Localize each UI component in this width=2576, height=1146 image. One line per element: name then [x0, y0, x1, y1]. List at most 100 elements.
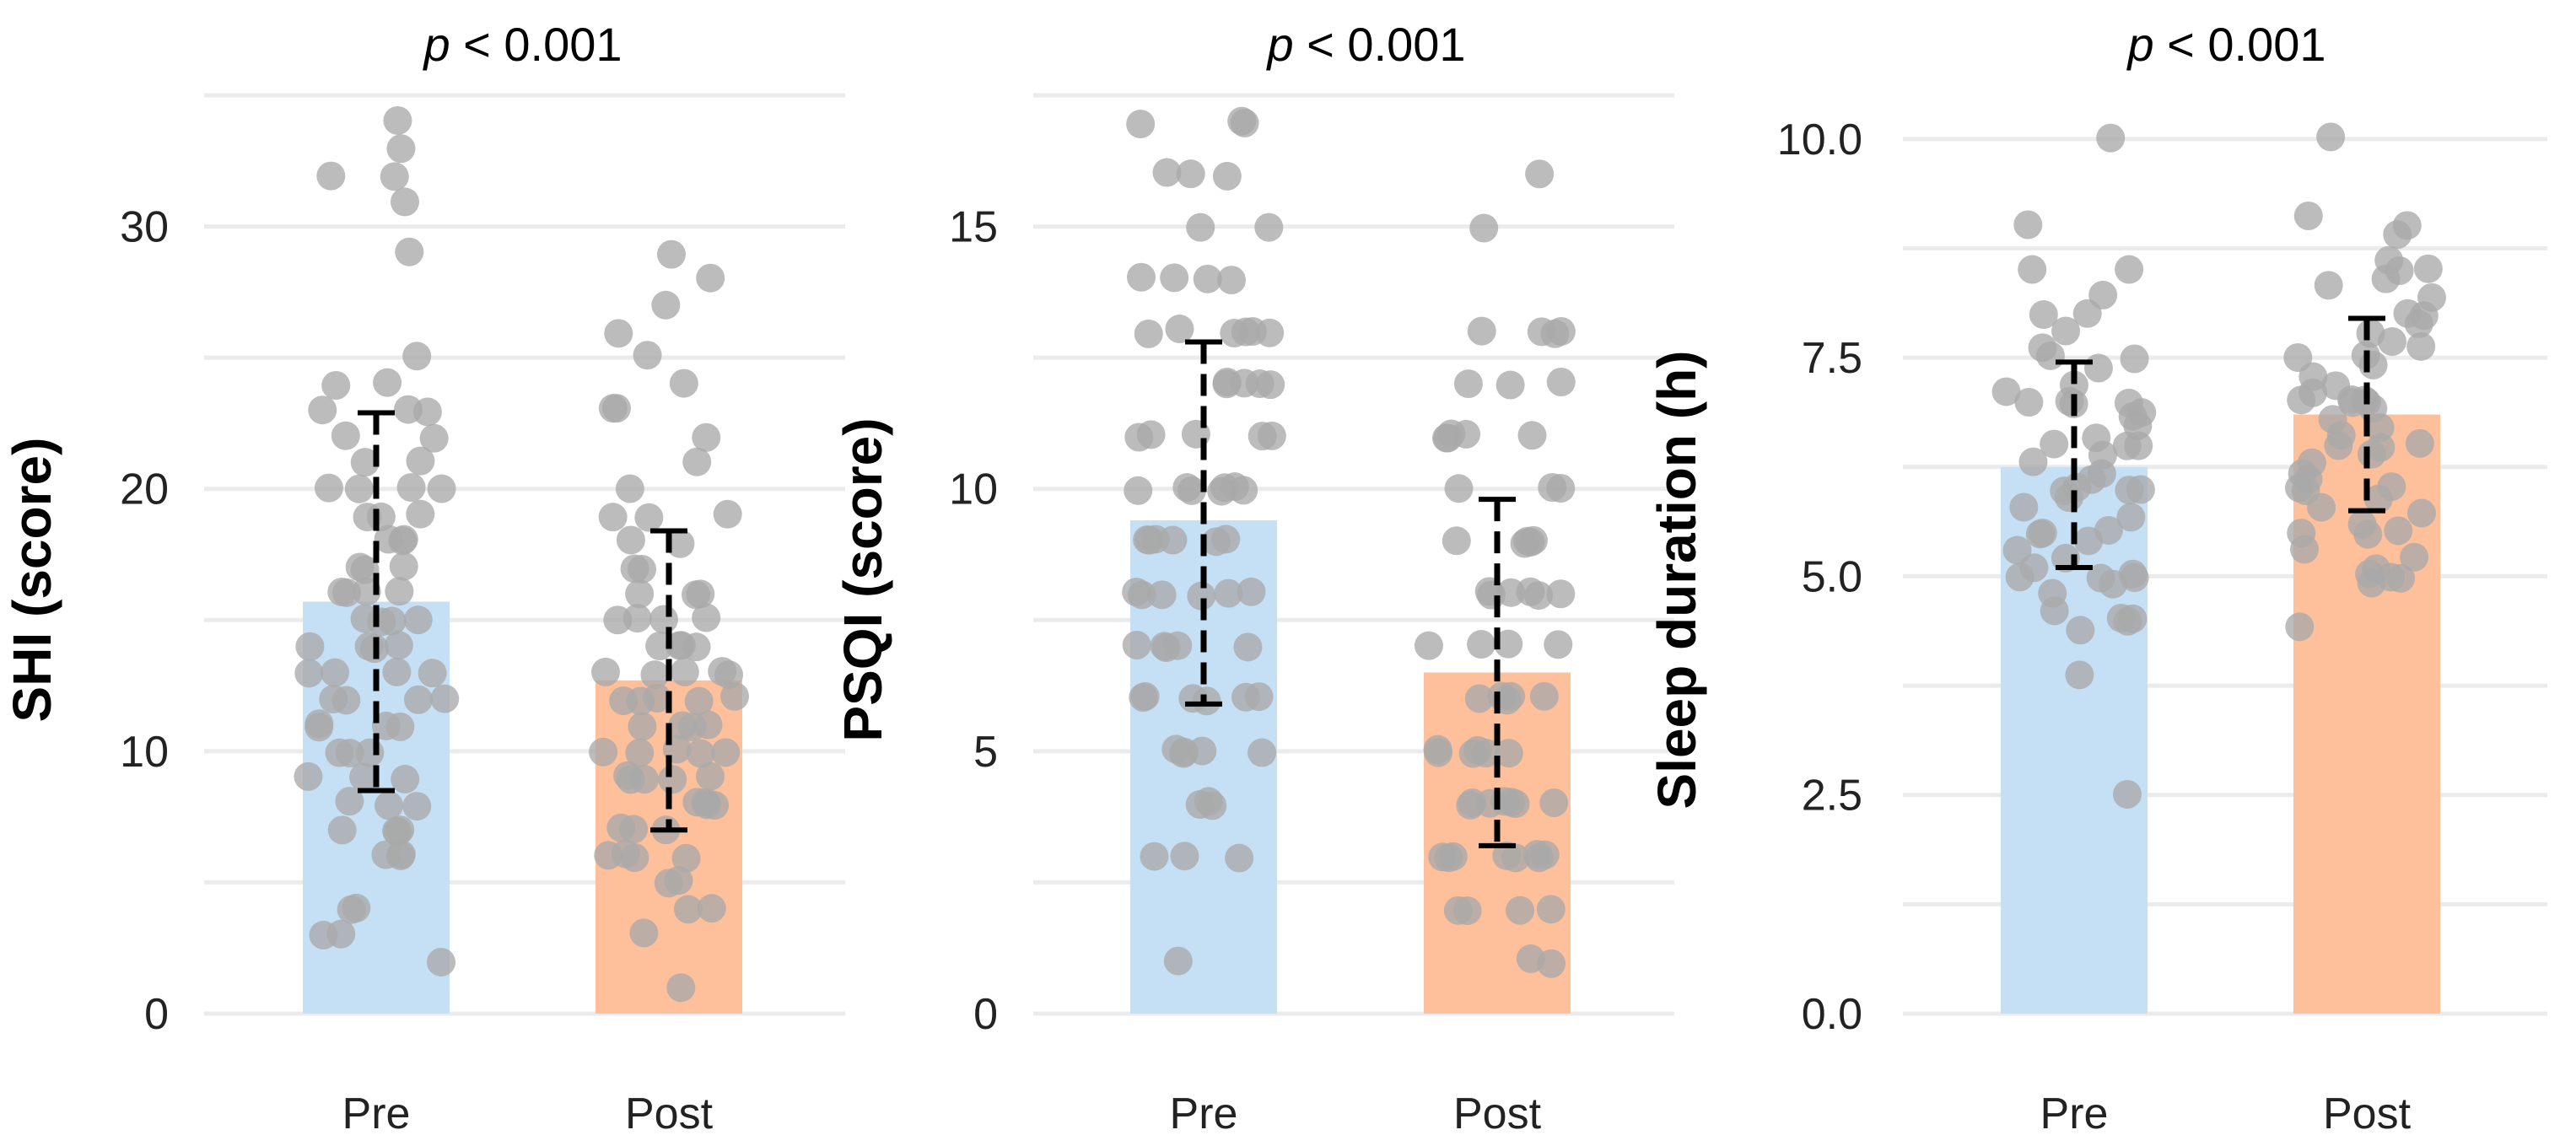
- x-tick-label: Post: [2323, 1090, 2412, 1138]
- data-point: [1158, 525, 1188, 555]
- data-point: [295, 632, 325, 661]
- data-point: [1210, 473, 1239, 503]
- data-point: [2406, 498, 2436, 528]
- data-point: [1522, 840, 1552, 869]
- data-point: [634, 503, 664, 532]
- data-point: [603, 605, 633, 635]
- data-point: [589, 737, 618, 767]
- x-tick-label: Pre: [2040, 1090, 2109, 1138]
- data-point: [682, 447, 712, 476]
- data-point: [713, 499, 742, 529]
- data-point: [375, 791, 404, 820]
- data-point: [1220, 319, 1249, 348]
- data-point: [2383, 220, 2412, 250]
- data-point: [1453, 369, 1483, 399]
- data-point: [377, 606, 407, 636]
- data-point: [335, 787, 364, 816]
- data-point: [402, 792, 432, 821]
- data-point: [1492, 841, 1522, 870]
- data-point: [384, 631, 413, 660]
- data-point: [1518, 525, 1548, 555]
- data-point: [1469, 213, 1499, 243]
- panel-title: p < 0.001: [2126, 18, 2325, 71]
- data-point: [342, 893, 371, 923]
- data-point: [1152, 158, 1182, 187]
- y-axis-label: SHI (score): [2, 438, 62, 723]
- data-point: [2384, 516, 2413, 546]
- data-point: [1186, 213, 1215, 242]
- data-point: [427, 947, 456, 977]
- data-point: [1517, 421, 1547, 450]
- data-point: [625, 579, 655, 609]
- data-point: [1464, 684, 1494, 713]
- data-point: [1494, 739, 1523, 768]
- data-point: [389, 551, 418, 581]
- y-tick-label: 0: [973, 990, 998, 1039]
- data-point: [2285, 612, 2315, 642]
- data-point: [656, 239, 686, 269]
- data-point: [1214, 578, 1243, 608]
- y-tick-label: 0.0: [1802, 990, 1862, 1039]
- x-tick-label: Pre: [342, 1090, 411, 1138]
- data-point: [1147, 580, 1177, 610]
- data-point: [598, 503, 628, 532]
- data-point: [1536, 895, 1566, 924]
- data-point: [630, 765, 660, 794]
- data-point: [1217, 266, 1247, 295]
- data-point: [1537, 949, 1566, 978]
- data-point: [2116, 503, 2146, 532]
- data-point: [2120, 563, 2149, 593]
- data-point: [2005, 562, 2034, 592]
- data-point: [2316, 122, 2346, 152]
- data-point: [628, 712, 657, 741]
- data-point: [380, 162, 409, 191]
- data-point: [2065, 660, 2094, 690]
- data-point: [1495, 370, 1525, 400]
- data-point: [1424, 738, 1453, 767]
- data-point: [697, 894, 726, 923]
- data-point: [692, 603, 721, 632]
- data-point: [604, 319, 633, 348]
- data-point: [383, 105, 412, 135]
- data-point: [304, 709, 334, 739]
- data-point: [686, 739, 715, 768]
- data-point: [2124, 431, 2153, 460]
- panel-2: 0 5 10 15 Pre Post PSQI (score) p < 0.001: [833, 18, 1674, 1138]
- data-point: [671, 843, 701, 873]
- data-point: [2357, 439, 2386, 469]
- data-point: [2356, 319, 2385, 348]
- data-point: [331, 578, 361, 607]
- data-point: [1233, 632, 1263, 662]
- data-point: [403, 685, 433, 714]
- data-point: [1436, 419, 1466, 449]
- data-point: [2035, 341, 2065, 370]
- data-point: [349, 762, 379, 792]
- data-point: [373, 368, 402, 397]
- data-point: [2287, 385, 2316, 415]
- data-point: [406, 499, 435, 529]
- data-point: [1529, 681, 1559, 711]
- y-tick-label: 10: [949, 465, 998, 514]
- data-point: [1442, 526, 1471, 556]
- data-point: [382, 657, 412, 686]
- data-point: [1546, 368, 1576, 397]
- data-point: [2113, 606, 2142, 636]
- data-point: [2378, 326, 2407, 356]
- y-tick-label: 5: [973, 728, 998, 777]
- data-point: [664, 866, 693, 896]
- data-point: [406, 446, 435, 476]
- data-point: [1539, 788, 1569, 817]
- data-point: [391, 764, 420, 794]
- data-point: [1471, 739, 1501, 768]
- data-point: [711, 738, 741, 767]
- data-point: [2074, 526, 2104, 556]
- x-tick-label: Pre: [1170, 1090, 1238, 1138]
- data-point: [1134, 319, 1163, 348]
- y-tick-label: 7.5: [1802, 334, 1862, 383]
- data-point: [1231, 682, 1260, 712]
- data-point: [2029, 300, 2058, 330]
- data-point: [1198, 791, 1227, 820]
- data-point: [2283, 342, 2313, 372]
- data-point: [601, 394, 631, 423]
- data-point: [1458, 788, 1487, 817]
